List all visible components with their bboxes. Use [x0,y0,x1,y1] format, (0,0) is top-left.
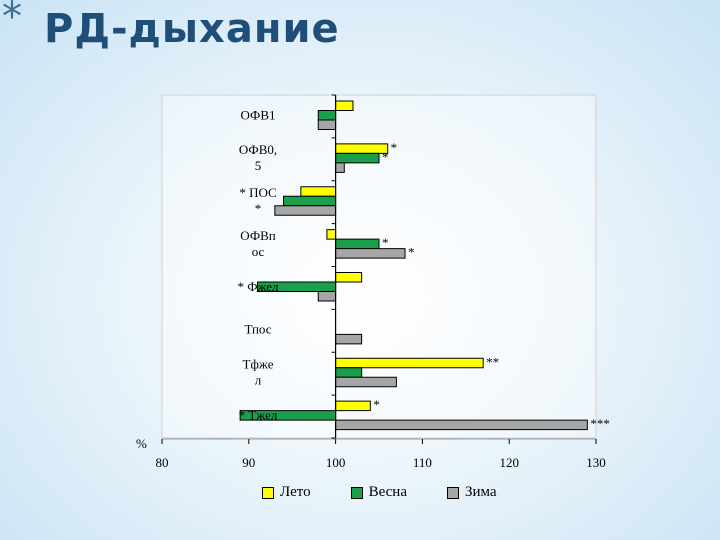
significance-mark: * [382,235,389,250]
legend-swatch [350,486,363,499]
x-tick-label: 100 [326,455,346,470]
bar-Лето-1 [335,143,389,154]
bar-Лето-4 [335,272,363,283]
bar-Зима-2 [274,205,337,216]
bar-Весна-0 [317,110,337,121]
bar-Зима-4 [317,291,337,302]
bar-Лето-6 [335,357,484,369]
x-tick-label: 130 [586,455,606,470]
significance-mark: * [382,149,389,164]
bar-Весна-3 [335,238,380,250]
legend-swatch [262,486,274,499]
category-label: * Фжел [237,279,279,294]
title-marker: * [2,0,22,40]
bar-Зима-6 [335,376,397,388]
bar-Лето-0 [335,100,354,111]
category-label: ОФВп ос [240,228,275,259]
x-tick-label: 80 [156,455,169,470]
category-label: * ПОС * [239,185,276,216]
bar-Весна-1 [335,152,380,164]
significance-mark: ** [486,354,499,369]
category-label: * Тжел [239,407,278,422]
legend-label: Лето [280,484,311,500]
x-tick-label: 90 [242,455,255,470]
x-tick-label: 120 [499,455,519,470]
x-tick-label: 110 [413,455,432,470]
bar-Зима-1 [335,162,345,173]
category-label: Тфже л [243,357,274,388]
legend-label: Зима [464,484,497,500]
significance-mark: * [373,397,380,412]
bar-Зима-0 [317,119,337,130]
bar-Лето-2 [300,186,337,197]
significance-mark: * [408,245,415,260]
category-label: Тпос [245,322,272,337]
legend-swatch [446,486,459,499]
legend-label: Весна [368,484,407,500]
bar-Весна-2 [283,195,337,207]
bar-Лето-3 [326,229,337,240]
legend-item: Лето [262,484,311,501]
category-label: ОФВ1 [241,107,276,122]
bar-Весна-6 [335,367,363,378]
legend-item: Весна [350,484,407,501]
slide-title: РД-дыхание [44,6,340,52]
category-label: ОФВ0, 5 [239,142,277,173]
significance-mark: *** [590,416,610,431]
bar-Зима-3 [335,248,406,259]
legend-item: Зима [446,484,497,501]
x-axis-unit: % [136,436,147,451]
chart-legend: Лето Весна Зима [262,484,497,501]
bar-Лето-7 [335,400,371,412]
bar-Зима-7 [335,419,588,431]
bar-Зима-5 [335,333,363,345]
significance-mark: * [391,140,398,155]
